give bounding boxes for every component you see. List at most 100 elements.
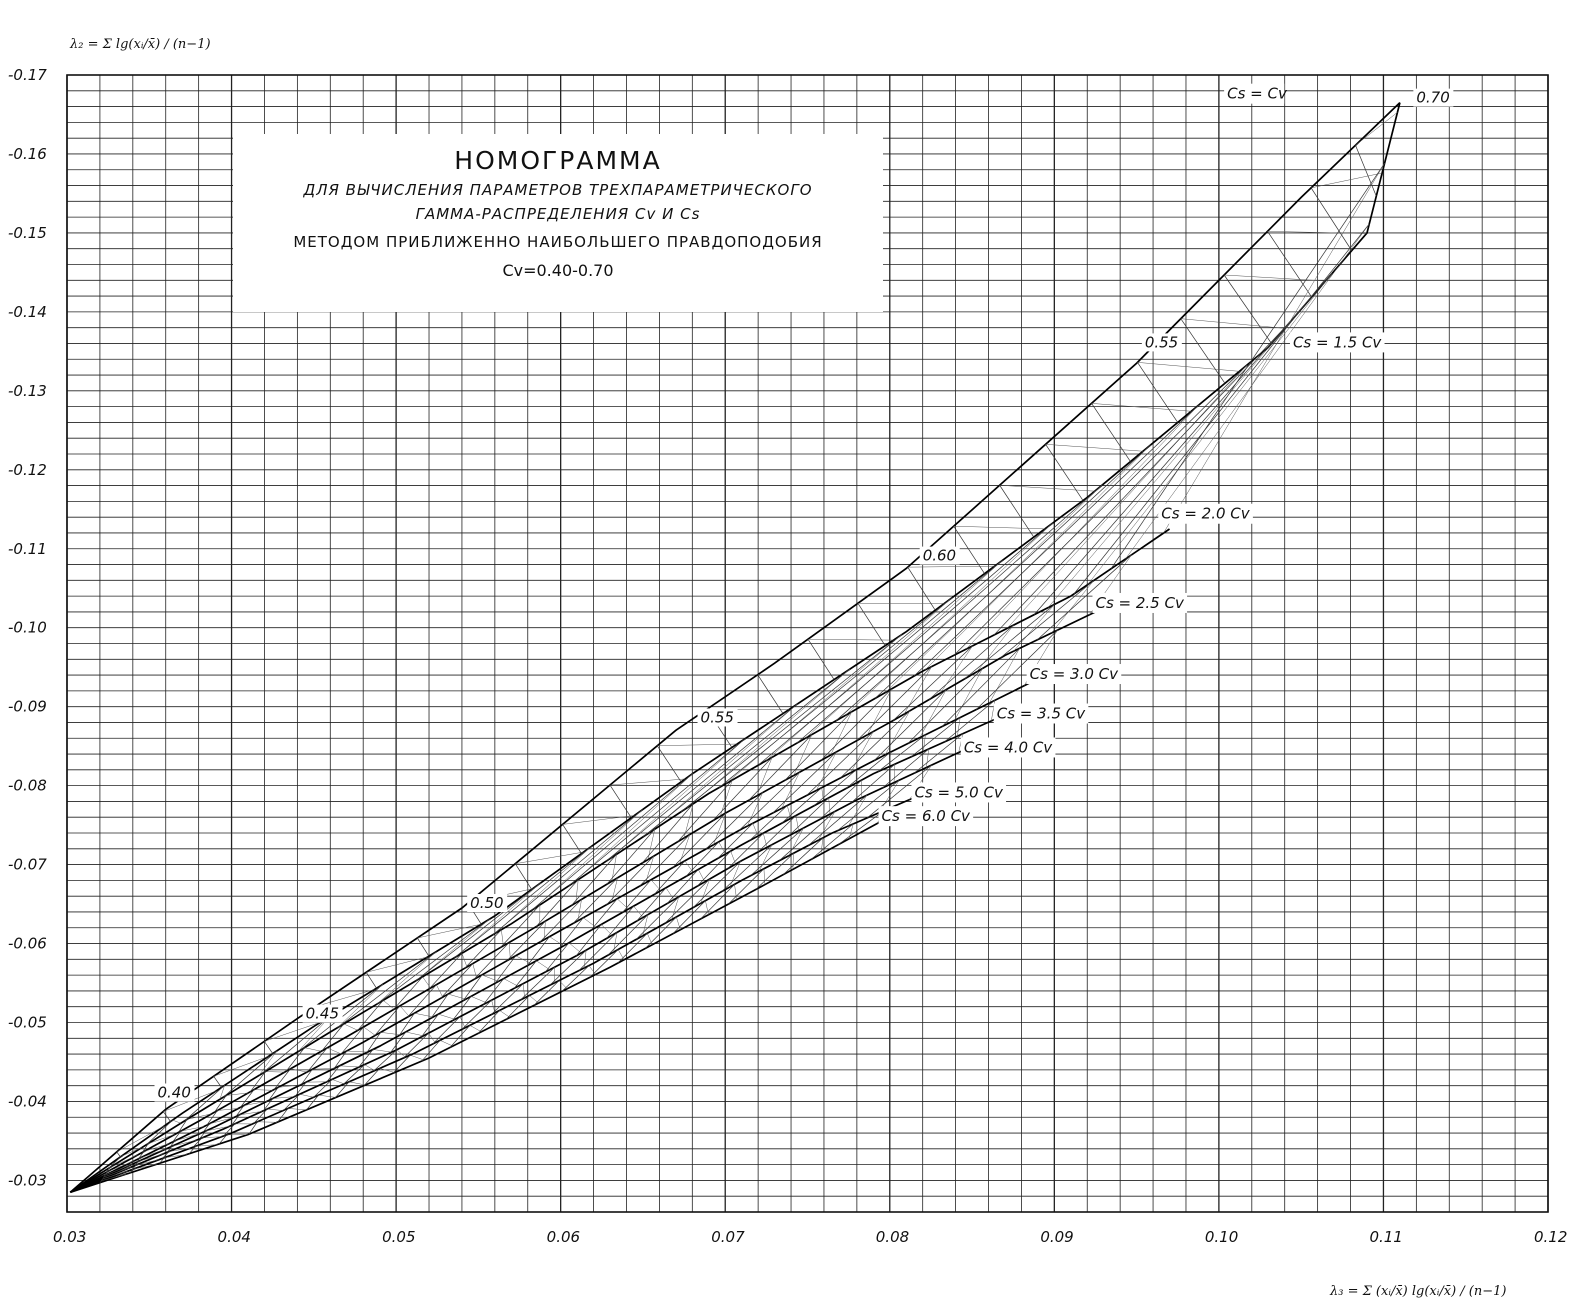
mesh-line	[376, 951, 437, 1005]
mesh-line	[757, 674, 784, 714]
mesh-line	[226, 1092, 249, 1096]
mesh-line	[590, 898, 618, 931]
mesh-line	[1045, 444, 1144, 452]
mesh-line	[1180, 318, 1226, 384]
mesh-line	[606, 855, 654, 906]
y-tick-label: -0.07	[8, 856, 47, 874]
mesh-line	[515, 851, 584, 864]
mesh-line	[845, 751, 891, 789]
mesh-line	[617, 949, 625, 960]
mesh-line	[700, 884, 735, 920]
mesh-line	[874, 444, 1151, 699]
mesh-line	[657, 743, 738, 747]
mesh-line	[258, 1050, 278, 1076]
mesh-line	[383, 1000, 395, 1010]
mesh-line	[415, 882, 542, 982]
mesh-line	[307, 1047, 328, 1072]
mesh-line	[999, 580, 1094, 659]
mesh-line	[99, 1180, 102, 1183]
y-tick-label: -0.04	[8, 1092, 47, 1110]
mesh-line	[477, 1010, 500, 1034]
mesh-line	[654, 860, 686, 895]
mesh-line	[263, 1098, 274, 1112]
mesh-line	[718, 841, 726, 855]
mesh-line	[514, 960, 537, 989]
mesh-line	[335, 1081, 350, 1098]
mesh-line	[545, 942, 570, 973]
mesh-line	[1267, 231, 1367, 234]
mesh-line	[392, 1054, 411, 1074]
mesh-line	[134, 1161, 139, 1166]
mesh-line	[267, 1108, 284, 1111]
mesh-line	[101, 1173, 127, 1182]
mesh-line	[202, 1136, 222, 1139]
mesh-line	[172, 1119, 181, 1124]
mesh-line	[575, 879, 579, 903]
mesh-line	[677, 779, 733, 843]
mesh-line	[515, 955, 532, 964]
mesh-line	[363, 1068, 380, 1086]
mesh-line	[205, 1125, 230, 1132]
cv-label-bg	[467, 894, 508, 913]
mesh-line	[398, 1012, 415, 1036]
mesh-line	[139, 1148, 167, 1159]
series-label-bg	[878, 806, 974, 827]
cv-label: 0.60	[923, 547, 956, 565]
mesh-line	[105, 1163, 133, 1176]
mesh-line	[298, 1016, 330, 1052]
series-label: Cs = Cv	[1227, 85, 1288, 103]
mesh-line	[108, 1155, 122, 1169]
series-label: Cs = 1.5 Cv	[1293, 333, 1382, 351]
mesh-line	[364, 1064, 375, 1071]
mesh-line	[363, 1026, 376, 1036]
mesh-line	[712, 757, 773, 821]
mesh-line	[526, 936, 550, 966]
mesh-line	[606, 905, 634, 939]
mesh-line	[645, 916, 677, 949]
mesh-line	[641, 803, 694, 864]
mesh-line	[430, 993, 449, 1019]
mesh-line	[756, 757, 773, 796]
mesh-line	[417, 923, 482, 939]
mesh-line	[928, 624, 1014, 700]
mesh-line	[264, 1021, 322, 1042]
mesh-line	[781, 772, 800, 809]
mesh-line	[781, 787, 822, 824]
mesh-line	[326, 1065, 340, 1082]
mesh-line	[647, 933, 653, 945]
mesh-line	[718, 597, 953, 789]
mesh-line	[164, 1154, 187, 1159]
mesh-line	[277, 1108, 289, 1123]
mesh-line	[755, 853, 794, 890]
mesh-line	[657, 745, 682, 783]
x-tick-label: 0.11	[1369, 1228, 1402, 1246]
mesh-line	[757, 559, 1003, 766]
mesh-line	[146, 1119, 173, 1145]
mesh-line	[717, 823, 754, 859]
mesh-line	[806, 731, 874, 796]
mesh-line	[148, 1134, 175, 1144]
mesh-line	[830, 711, 853, 756]
mesh-line	[953, 364, 1248, 656]
mesh-line	[577, 899, 582, 921]
mesh-line	[752, 823, 759, 837]
cv-label: 0.45	[306, 1005, 339, 1023]
mesh-line	[685, 841, 719, 877]
mesh-line	[867, 764, 932, 819]
mesh-line	[549, 936, 564, 946]
y-tick-label: -0.05	[8, 1014, 47, 1032]
mesh-line	[807, 639, 835, 680]
mesh-line	[491, 1000, 496, 1013]
mesh-line	[272, 1096, 295, 1099]
mesh-line	[999, 484, 1095, 492]
mesh-line	[405, 1031, 424, 1037]
mesh-line	[206, 1110, 218, 1126]
mesh-line	[470, 996, 487, 1004]
mesh-line	[410, 1054, 425, 1061]
mesh-line	[975, 629, 1058, 710]
mesh-line	[174, 1133, 201, 1142]
mesh-line	[1091, 403, 1192, 412]
mesh-line	[583, 917, 597, 928]
mesh-line	[1013, 604, 1055, 652]
mesh-line	[189, 1146, 196, 1154]
